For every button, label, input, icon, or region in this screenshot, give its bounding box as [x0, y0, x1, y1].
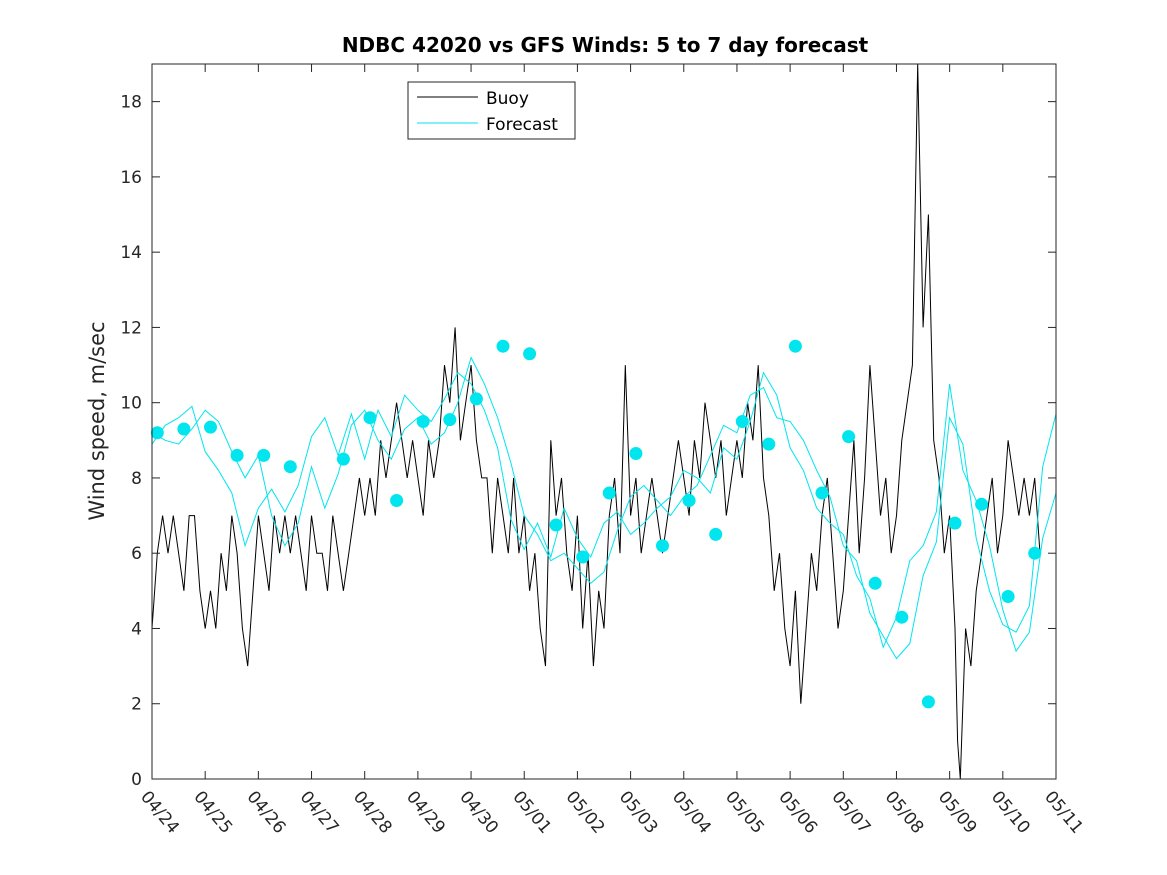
forecast-marker: [895, 610, 909, 624]
y-tick-label: 0: [131, 770, 142, 790]
forecast-marker: [204, 420, 217, 434]
forecast-marker: [576, 550, 590, 564]
x-tick-label: 05/07: [827, 787, 874, 837]
y-tick-label: 2: [131, 695, 142, 715]
forecast-marker: [656, 539, 669, 553]
y-tick-label: 6: [131, 544, 142, 564]
forecast-marker: [549, 518, 563, 532]
forecast-marker: [788, 339, 802, 353]
forecast-marker: [1001, 590, 1015, 603]
axes-box: [151, 63, 1057, 780]
plot-area: [150, 63, 1057, 780]
series-line-forecast-2: [151, 371, 1057, 653]
x-tick-label: 05/04: [668, 787, 715, 837]
legend-forecast-label: Forecast: [486, 115, 558, 135]
forecast-marker: [1028, 546, 1042, 560]
forecast-marker: [682, 494, 696, 507]
x-tick-label: 05/01: [508, 787, 555, 837]
forecast-marker: [363, 411, 377, 425]
x-tick-label: 04/30: [455, 787, 502, 837]
forecast-marker: [496, 339, 510, 353]
forecast-marker: [709, 527, 723, 541]
forecast-marker: [416, 415, 430, 428]
legend-buoy-label: Buoy: [486, 89, 529, 109]
x-tick-label: 05/05: [721, 787, 768, 837]
x-tick-label: 05/08: [881, 787, 928, 837]
forecast-marker: [443, 413, 457, 427]
x-tick-label: 05/03: [615, 787, 662, 837]
x-tick-label: 05/11: [1040, 787, 1087, 837]
forecast-marker: [283, 460, 297, 474]
x-tick-label: 04/24: [136, 787, 183, 837]
forecast-marker: [868, 576, 882, 590]
y-tick-label: 10: [120, 394, 142, 414]
legend: Buoy Forecast: [407, 81, 576, 140]
x-tick-label: 04/27: [296, 787, 343, 837]
forecast-marker: [230, 448, 244, 462]
series-line-forecast: [151, 356, 1057, 660]
forecast-marker: [975, 497, 989, 511]
y-tick-label: 18: [120, 93, 142, 113]
forecast-marker: [842, 430, 856, 444]
forecast-marker: [629, 447, 643, 460]
x-tick-label: 05/09: [934, 787, 981, 837]
series-line-buoy: [151, 63, 1041, 780]
forecast-marker: [602, 486, 616, 500]
forecast-marker: [948, 516, 962, 530]
forecast-marker: [336, 452, 350, 466]
forecast-marker: [762, 437, 776, 451]
x-tick-label: 04/26: [243, 787, 290, 837]
x-tick-label: 05/02: [562, 787, 609, 837]
forecast-marker: [469, 392, 483, 406]
forecast-marker: [815, 486, 829, 500]
y-axis-label: Wind speed, m/sec: [85, 321, 109, 520]
chart-title: NDBC 42020 vs GFS Winds: 5 to 7 day fore…: [342, 33, 869, 57]
y-tick-label: 4: [131, 619, 142, 639]
y-tick-label: 14: [120, 243, 142, 263]
x-tick-label: 05/10: [987, 787, 1034, 837]
y-tick-label: 8: [131, 469, 142, 489]
x-tick-label: 04/29: [402, 787, 449, 837]
forecast-marker: [523, 347, 537, 361]
forecast-marker: [177, 422, 191, 436]
y-tick-label: 16: [120, 168, 142, 188]
legend-box: [407, 81, 576, 140]
x-tick-label: 04/28: [349, 787, 396, 837]
forecast-marker: [921, 695, 935, 709]
forecast-marker: [150, 426, 164, 440]
forecast-marker: [390, 494, 404, 507]
x-tick-label: 05/06: [774, 787, 821, 837]
forecast-marker: [257, 448, 271, 462]
forecast-marker: [735, 415, 749, 428]
x-tick-label: 04/25: [189, 787, 236, 837]
y-tick-label: 12: [120, 318, 142, 338]
